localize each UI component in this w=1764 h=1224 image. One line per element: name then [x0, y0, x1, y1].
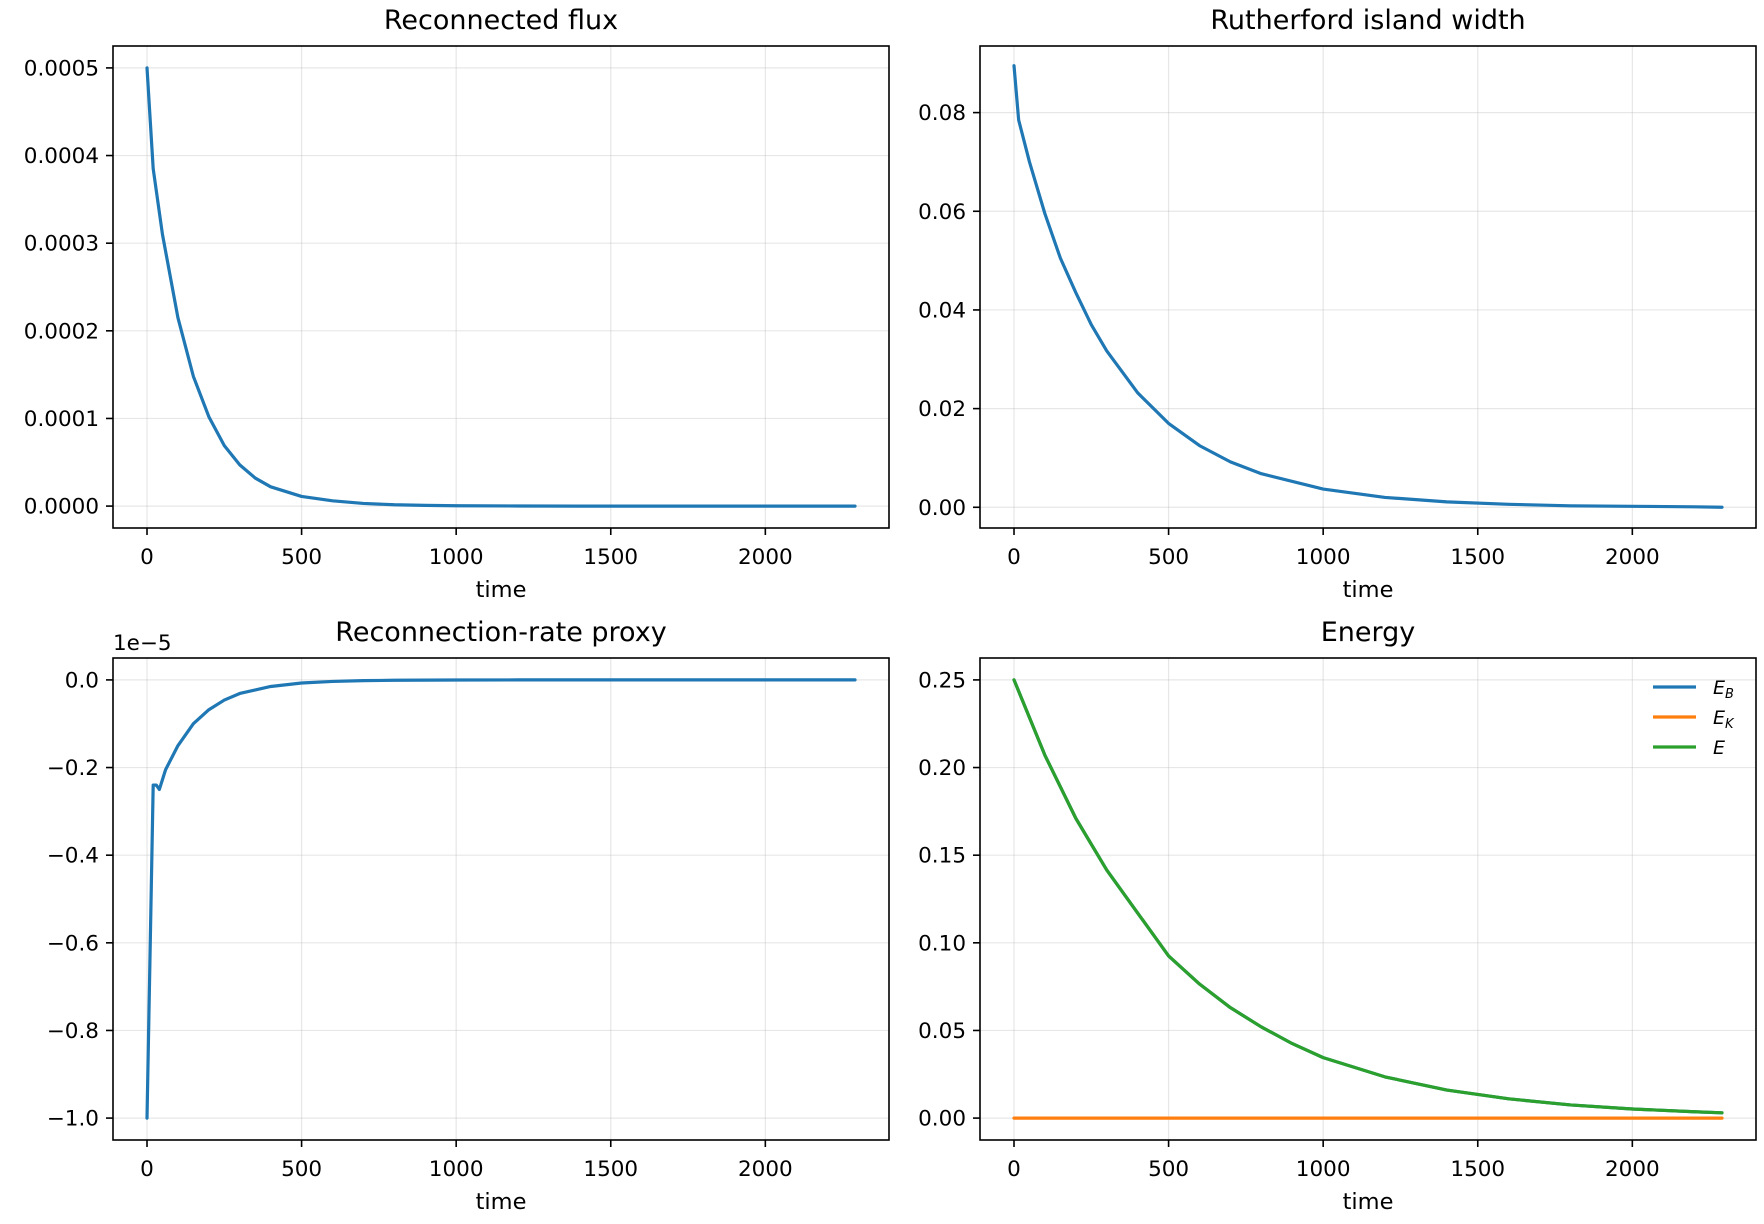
- axes-frame: [112, 45, 890, 529]
- panel-2: 0 500 1000 1500 2000 0.00 0.02 0.04 0.06 0.08 Ruth…: [918, 5, 1757, 603]
- x-tick-label: 0: [140, 545, 154, 570]
- y-tick-label: 0.0000: [24, 495, 99, 520]
- y-tick-label: 0.0003: [24, 232, 99, 257]
- legend-label-main: E: [1713, 707, 1725, 729]
- x-tick-label: 1500: [1450, 1157, 1505, 1182]
- legend-label-subscript: B: [1725, 687, 1734, 702]
- x-tick-label: 0: [1007, 545, 1021, 570]
- x-tick-label: 500: [1148, 545, 1189, 570]
- x-axis-label: time: [476, 577, 527, 603]
- x-tick-label: 0: [1007, 1157, 1021, 1182]
- chart-title: Reconnection-rate proxy: [335, 617, 666, 648]
- y-tick-label: −0.2: [47, 756, 99, 781]
- y-tick-label: 0.04: [918, 298, 966, 323]
- series-line-1: [145, 678, 857, 1120]
- axes-frame: [979, 45, 1757, 529]
- x-tick-label: 500: [281, 1157, 322, 1182]
- x-tick-label: 1000: [429, 545, 484, 570]
- series-line-1: [1012, 64, 1724, 509]
- y-tick-label: −0.6: [47, 931, 99, 956]
- y-tick-label: 0.20: [918, 756, 966, 781]
- legend-label-2: EK: [1713, 707, 1735, 732]
- y-tick-label: 0.0002: [24, 319, 99, 344]
- y-tick-label: −0.8: [47, 1019, 99, 1044]
- legend-label-1: EB: [1713, 677, 1734, 702]
- panel-1: 0 500 1000 1500 2000 0.0000 0.0001 0.0002 0.0003…: [24, 5, 890, 603]
- y-tick-label: 0.25: [918, 668, 966, 693]
- x-tick-label: 1500: [583, 1157, 638, 1182]
- x-axis-label: time: [1343, 1189, 1394, 1215]
- x-tick-label: 1000: [1296, 545, 1351, 570]
- y-tick-label: 0.02: [918, 397, 966, 422]
- y-tick-label: 0.15: [918, 844, 966, 869]
- axes-frame: [112, 657, 890, 1141]
- y-tick-label: 0.08: [918, 101, 966, 126]
- y-offset-text: 1e−5: [113, 631, 172, 656]
- series-line-3: [1012, 678, 1724, 1115]
- y-tick-label: 0.0001: [24, 407, 99, 432]
- x-axis-label: time: [476, 1189, 527, 1215]
- x-tick-label: 2000: [1605, 1157, 1660, 1182]
- x-tick-label: 500: [1148, 1157, 1189, 1182]
- x-tick-label: 2000: [738, 545, 793, 570]
- x-tick-label: 1500: [583, 545, 638, 570]
- x-tick-label: 0: [140, 1157, 154, 1182]
- x-tick-label: 2000: [738, 1157, 793, 1182]
- x-tick-label: 500: [281, 545, 322, 570]
- x-tick-label: 1500: [1450, 545, 1505, 570]
- legend-label-main: E: [1713, 677, 1725, 699]
- panel-3: 0 500 1000 1500 2000 0.0 −0.2 −0.4 −0.6 −0.8 −1.0 1…: [47, 617, 890, 1215]
- y-tick-label: 0.05: [918, 1019, 966, 1044]
- legend-label-subscript: K: [1725, 717, 1735, 732]
- y-tick-label: −1.0: [47, 1107, 99, 1132]
- x-tick-label: 1000: [1296, 1157, 1351, 1182]
- series-line-1: [145, 66, 857, 508]
- chart-title: Rutherford island width: [1210, 5, 1525, 36]
- y-tick-label: −0.4: [47, 844, 99, 869]
- y-tick-label: 0.00: [918, 1107, 966, 1132]
- chart-title: Energy: [1321, 617, 1416, 648]
- x-axis-label: time: [1343, 577, 1394, 603]
- y-tick-label: 0.00: [918, 496, 966, 521]
- y-tick-label: 0.06: [918, 200, 966, 225]
- x-tick-label: 2000: [1605, 545, 1660, 570]
- y-tick-label: 0.0: [65, 668, 99, 693]
- axes-frame: [979, 657, 1757, 1141]
- legend-label-3: E: [1713, 737, 1725, 759]
- series-line-1: [1012, 678, 1724, 1115]
- chart-title: Reconnected flux: [384, 5, 618, 36]
- panel-4: 0 500 1000 1500 2000 0.00 0.05 0.10 0.15 0.20 0.25…: [918, 617, 1757, 1215]
- legend-label-main: E: [1713, 737, 1725, 759]
- x-tick-label: 1000: [429, 1157, 484, 1182]
- y-tick-label: 0.10: [918, 931, 966, 956]
- y-tick-label: 0.0004: [24, 144, 99, 169]
- y-tick-label: 0.0005: [24, 56, 99, 81]
